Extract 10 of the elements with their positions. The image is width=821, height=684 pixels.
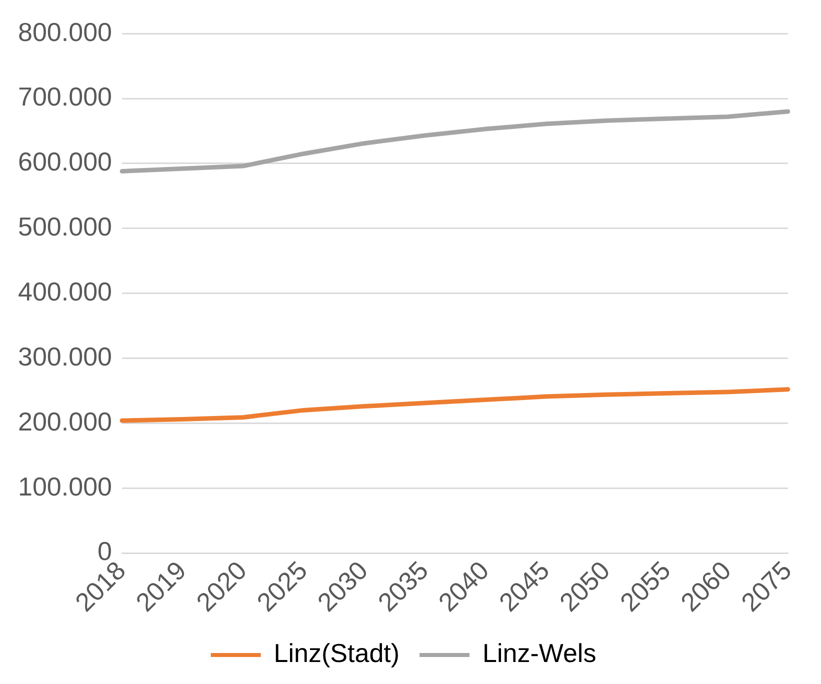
y-tick-label: 600.000	[18, 146, 112, 177]
y-tick-label: 700.000	[18, 82, 112, 112]
legend-label: Linz-Wels	[482, 638, 596, 668]
y-tick-label: 800.000	[18, 16, 112, 47]
y-tick-label: 500.000	[18, 212, 112, 242]
y-tick-label: 400.000	[18, 276, 112, 306]
y-tick-label: 300.000	[18, 341, 112, 372]
y-tick-label: 200.000	[18, 406, 112, 436]
legend-label: Linz(Stadt)	[274, 638, 400, 668]
y-tick-label: 100.000	[18, 471, 112, 502]
